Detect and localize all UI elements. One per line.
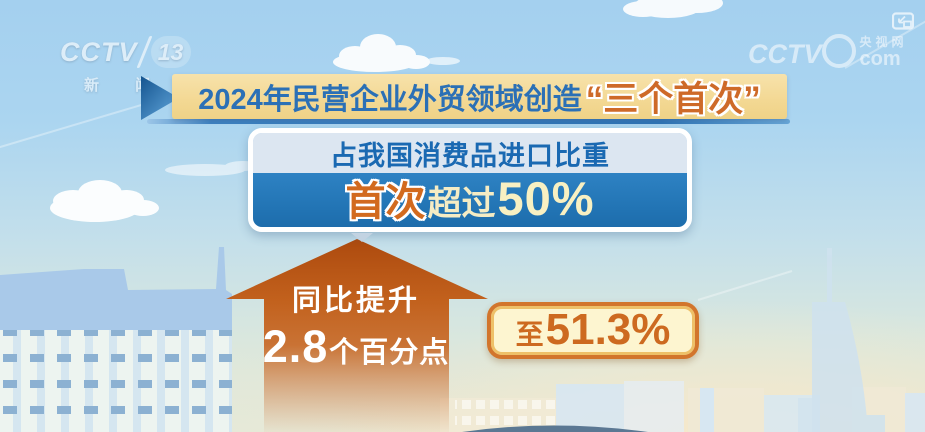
logo-slash-divider bbox=[136, 36, 152, 68]
growth-value: 2.8 bbox=[262, 321, 329, 372]
watermark-site-name: 央视网 bbox=[859, 35, 908, 49]
growth-unit: 个百分点 bbox=[329, 337, 450, 369]
title-banner: 2024年民营企业外贸领域创造 “三个首次” bbox=[172, 74, 787, 119]
banner-underline bbox=[147, 119, 790, 124]
badge-value: 51.3% bbox=[545, 305, 671, 354]
card-pointer-chevron bbox=[351, 233, 373, 242]
stat-value: 50% bbox=[497, 172, 595, 225]
cloud bbox=[50, 180, 159, 222]
curved-tower bbox=[798, 248, 885, 432]
stat-emphasis: 首次 bbox=[345, 180, 426, 224]
channel-logo: CCTV 13 新 闻 bbox=[60, 36, 191, 95]
growth-arrow-icon bbox=[226, 239, 488, 432]
channel-number-badge: 13 bbox=[150, 36, 191, 68]
stat-card-header: 占我国消费品进口比重 bbox=[253, 133, 687, 173]
stat-card: 占我国消费品进口比重 首次 超过 50% bbox=[248, 128, 692, 232]
picture-in-picture-icon bbox=[892, 12, 914, 30]
banner-pointer-icon bbox=[141, 76, 179, 120]
watermark-domain: com bbox=[859, 48, 901, 70]
growth-arrow-label: 同比提升 2.8 个百分点 bbox=[246, 277, 466, 373]
watermark-brand: CCTV bbox=[748, 39, 822, 69]
stat-card-body: 首次 超过 50% bbox=[253, 172, 687, 227]
stat-verb: 超过 bbox=[427, 185, 496, 223]
channel-subtitle: 新 闻 bbox=[84, 77, 167, 94]
site-watermark: CCTV 央视网 com bbox=[748, 34, 908, 69]
banner-title: 2024年民营企业外贸领域创造 bbox=[198, 83, 582, 116]
stat-card-header-text: 占我国消费品进口比重 bbox=[330, 140, 610, 171]
road-arc bbox=[462, 425, 648, 432]
channel-brand: CCTV bbox=[60, 36, 138, 67]
cloud bbox=[623, 0, 723, 18]
badge-prefix: 至 bbox=[515, 319, 544, 350]
cctv-eye-ring-icon bbox=[821, 34, 856, 68]
cloud bbox=[333, 34, 460, 72]
left-building bbox=[0, 247, 232, 432]
growth-label: 同比提升 bbox=[291, 285, 420, 317]
cloud bbox=[165, 161, 261, 176]
skyline-buildings bbox=[440, 381, 925, 432]
result-badge: 至 51.3% bbox=[487, 302, 699, 359]
banner-highlight: “三个首次” bbox=[585, 80, 761, 119]
